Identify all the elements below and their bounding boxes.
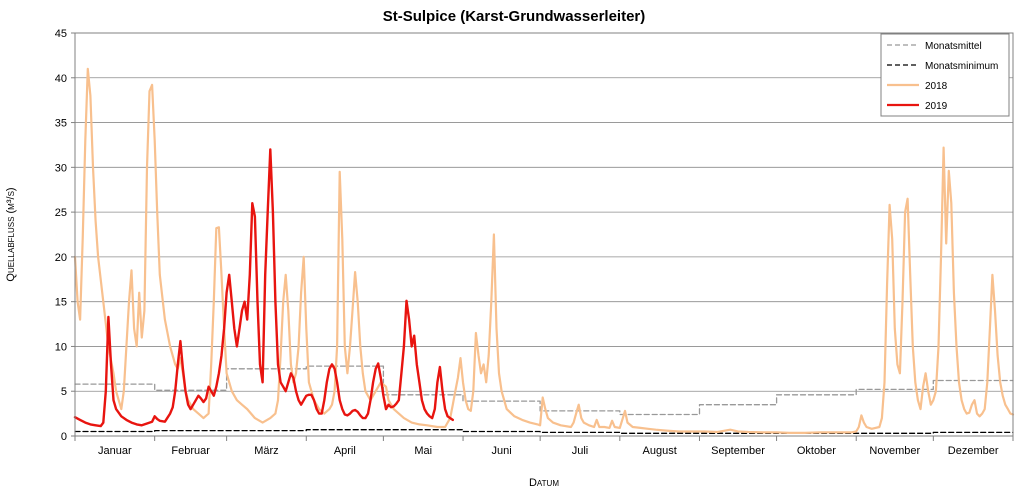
y-tick-label: 15 (55, 297, 67, 309)
y-tick-label: 5 (61, 386, 67, 398)
x-tick-label: August (643, 445, 677, 457)
series-line-monatsminimum (74, 429, 1014, 434)
x-tick-label: September (711, 445, 765, 457)
x-tick-label: Oktober (797, 445, 836, 457)
y-tick-label: 35 (55, 118, 67, 130)
x-axis-title: Datum (529, 477, 559, 489)
x-axis-ticks: Januar Februar März April Mai Juni Juli August S… (74, 436, 1014, 457)
legend-label-2018: 2018 (925, 81, 948, 92)
y-axis-title: Quellabfluss (m³/s) (5, 187, 17, 281)
y-tick-label: 0 (61, 431, 67, 443)
series-layer (73, 67, 1015, 434)
legend-label-2019: 2019 (925, 101, 948, 112)
x-tick-label: Juli (572, 445, 589, 457)
y-tick-label: 20 (55, 252, 67, 264)
y-axis-ticks: 0 5 10 15 20 25 30 35 40 45 (55, 28, 75, 443)
plot-area-frame (74, 32, 1014, 437)
x-tick-label: Mai (414, 445, 432, 457)
y-tick-label: 10 (55, 341, 67, 353)
legend-label-monatsmittel: Monatsmittel (925, 41, 982, 52)
y-tick-label: 40 (55, 73, 67, 85)
legend: Monatsmittel Monatsminimum 2018 2019 (880, 33, 1010, 117)
x-tick-label: November (869, 445, 920, 457)
y-tick-label: 45 (55, 28, 67, 40)
x-tick-label: April (334, 445, 356, 457)
y-tick-label: 30 (55, 162, 67, 174)
x-tick-label: Dezember (948, 445, 999, 457)
x-tick-label: Februar (171, 445, 210, 457)
x-tick-label: März (254, 445, 278, 457)
legend-box (880, 33, 1010, 117)
legend-label-monatsminimum: Monatsminimum (925, 61, 998, 72)
y-tick-label: 25 (55, 207, 67, 219)
x-tick-label: Juni (492, 445, 512, 457)
x-tick-label: Januar (98, 445, 132, 457)
series-line-2018 (73, 67, 1015, 434)
chart-title: St-Sulpice (Karst-Grundwasserleiter) (383, 8, 646, 25)
series-line-2019 (73, 148, 454, 428)
